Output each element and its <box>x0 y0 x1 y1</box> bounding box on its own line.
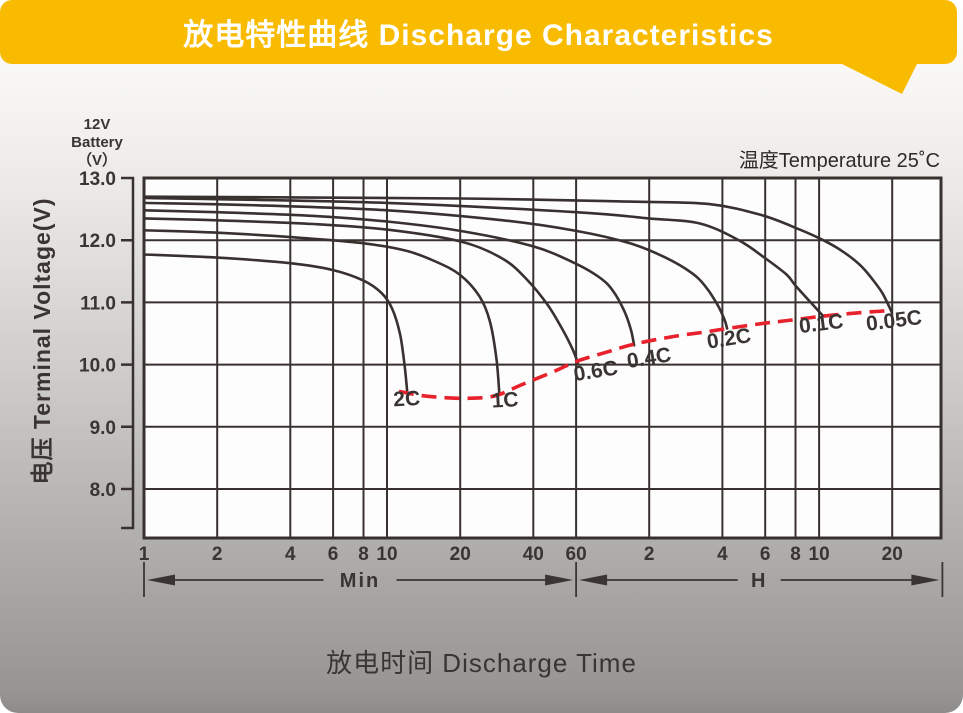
y-tick-label: 9.0 <box>90 418 116 439</box>
x-tick-label: 20 <box>450 544 471 565</box>
battery-type-line: Battery <box>71 134 123 151</box>
x-tick-label: 8 <box>790 544 801 565</box>
unit-label-H: H <box>751 570 767 592</box>
x-axis-title: 放电时间 Discharge Time <box>326 648 637 678</box>
x-tick-label: 6 <box>328 544 339 565</box>
arrowhead-left <box>147 574 175 586</box>
x-axis-unit-arrows: Min H <box>143 562 944 597</box>
plot-border <box>142 176 943 540</box>
battery-type-line: 12V <box>83 116 111 133</box>
y-tick-label: 8.0 <box>90 480 116 501</box>
y-tick-label: 11.0 <box>80 293 116 314</box>
x-tick-label: 2 <box>644 544 655 565</box>
arrowhead-right <box>545 574 574 586</box>
x-tick-label: 8 <box>358 544 369 565</box>
y-tick-labels: 13.0 12.0 11.0 10.0 9.0 8.0 <box>79 169 116 501</box>
y-axis-ruler <box>121 176 135 530</box>
x-tick-label: 40 <box>523 544 544 565</box>
curve-0.2C <box>142 201 729 330</box>
arrowhead-left <box>579 574 608 586</box>
x-tick-label: 2 <box>212 544 223 565</box>
x-tick-label: 4 <box>717 544 728 565</box>
x-tick-label: 10 <box>376 544 397 565</box>
x-tick-labels: 1 2 4 6 8 10 20 40 60 2 4 6 8 10 20 <box>139 544 903 565</box>
curve-0.1C <box>142 196 825 318</box>
x-tick-label: 10 <box>809 544 830 565</box>
curve-1C <box>142 228 501 396</box>
battery-type-label: 12V Battery （V） <box>38 116 156 170</box>
x-tick-label: 4 <box>285 544 296 565</box>
battery-type-line: （V） <box>76 152 117 169</box>
x-tick-label: 20 <box>882 544 903 565</box>
curve-0.6C <box>142 217 580 364</box>
arrowhead-right <box>911 574 940 586</box>
curve-label-0.1C: 0.1C <box>798 310 845 338</box>
curve-label-1C: 1C <box>491 388 519 412</box>
temperature-note: 温度Temperature 25˚C <box>738 150 940 172</box>
banner-tail-shape <box>838 62 918 94</box>
x-tick-label: 60 <box>566 544 587 565</box>
discharge-curves <box>142 195 894 396</box>
page-title: 放电特性曲线 Discharge Characteristics <box>183 19 774 52</box>
title-banner: 放电特性曲线 Discharge Characteristics <box>0 0 957 64</box>
curve-0.4C <box>142 209 636 347</box>
x-tick-label: 1 <box>139 544 150 565</box>
banner-tail-decoration <box>838 62 918 94</box>
plot-area <box>144 178 941 538</box>
curve-0.05C <box>142 195 894 314</box>
y-tick-label: 12.0 <box>79 231 116 252</box>
x-tick-label: 6 <box>760 544 771 565</box>
y-tick-label: 13.0 <box>79 169 116 190</box>
curve-label-2C: 2C <box>393 387 421 411</box>
unit-label-Min: Min <box>340 570 380 592</box>
y-tick-label: 10.0 <box>79 356 116 377</box>
curve-2C <box>142 253 409 392</box>
